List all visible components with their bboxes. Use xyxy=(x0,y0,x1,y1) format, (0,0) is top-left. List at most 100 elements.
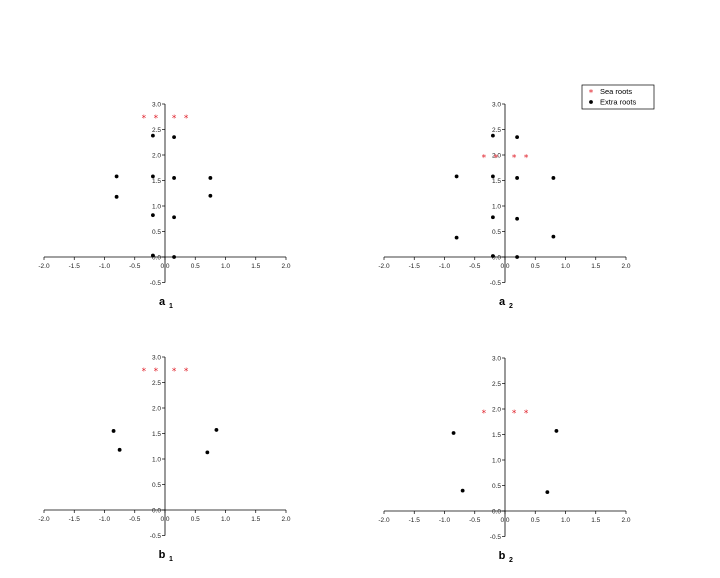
panel-label: b xyxy=(499,550,506,562)
y-tick-label: 2.5 xyxy=(492,381,501,388)
y-tick-label: 0.0 xyxy=(152,507,161,514)
y-tick-label: -0.5 xyxy=(490,534,502,541)
extra-root-point xyxy=(151,174,155,179)
x-tick-label: 0.0 xyxy=(160,263,169,270)
x-tick-label: 1.5 xyxy=(251,263,260,270)
x-tick-label: -1.0 xyxy=(99,263,111,270)
y-tick-label: 1.0 xyxy=(152,456,161,463)
scatter-panel-b1: -2.0 -1.5 -1.0 -0.5 0.0 0.5 1.0 1.5 2.0 -0.5 0.0 0.… xyxy=(38,354,290,563)
panel-label-subscript: 1 xyxy=(169,556,173,563)
extra-root-point xyxy=(491,133,495,138)
extra-root-point xyxy=(491,174,495,179)
y-tick-label: 0.5 xyxy=(492,483,501,490)
sea-root-point: * xyxy=(142,367,147,377)
x-tick-label: -2.0 xyxy=(38,516,50,523)
sea-root-point: * xyxy=(512,154,517,164)
scatter-panel-a1: -2.0 -1.5 -1.0 -0.5 0.0 0.5 1.0 1.5 2.0 -0.5 0.0 0.… xyxy=(38,101,290,310)
extra-root-point xyxy=(545,490,550,495)
sea-root-point: * xyxy=(154,367,159,377)
x-tick-label: 2.0 xyxy=(281,516,290,523)
x-tick-label: 1.5 xyxy=(591,517,600,524)
y-tick-label: -0.5 xyxy=(490,280,502,287)
panel-label-subscript: 1 xyxy=(169,303,173,310)
x-tick-label: 1.5 xyxy=(251,516,260,523)
y-tick-label: 0.5 xyxy=(152,229,161,236)
panel-label: b xyxy=(159,549,166,561)
panel-label: a xyxy=(159,296,166,308)
extra-root-point xyxy=(214,428,219,432)
y-tick-label: 2.0 xyxy=(492,406,501,413)
x-tick-label: -0.5 xyxy=(469,517,481,524)
extra-root-point xyxy=(491,215,495,220)
extra-root-point xyxy=(515,135,519,140)
x-tick-label: -1.0 xyxy=(439,517,451,524)
extra-root-point xyxy=(551,176,556,180)
x-tick-label: 0.5 xyxy=(531,263,540,270)
y-tick-label: 1.5 xyxy=(152,178,161,185)
extra-root-point xyxy=(515,255,519,259)
extra-root-point xyxy=(454,235,459,240)
extra-root-point xyxy=(114,174,119,179)
x-tick-label: -1.0 xyxy=(439,263,451,270)
extra-root-point xyxy=(208,176,213,180)
extra-root-point xyxy=(117,447,122,452)
y-tick-label: 3.0 xyxy=(492,101,501,108)
sea-root-point: * xyxy=(524,409,529,419)
sea-root-point: * xyxy=(184,367,189,377)
x-tick-label: -0.5 xyxy=(469,263,481,270)
legend-marker-extra xyxy=(589,100,593,104)
extra-root-point xyxy=(551,234,556,239)
x-tick-label: -0.5 xyxy=(129,516,141,523)
sea-root-point: * xyxy=(494,154,499,164)
legend-label-extra: Extra roots xyxy=(600,98,637,107)
x-tick-label: 0.0 xyxy=(500,517,509,524)
x-tick-label: 1.0 xyxy=(561,263,570,270)
y-tick-label: 2.5 xyxy=(152,380,161,387)
x-tick-label: -1.5 xyxy=(69,263,81,270)
extra-root-point xyxy=(151,133,155,138)
extra-root-point xyxy=(111,429,116,433)
legend: * Sea roots Extra roots xyxy=(581,84,655,110)
y-tick-label: 3.0 xyxy=(152,101,161,108)
extra-root-point xyxy=(454,174,459,179)
x-tick-label: -1.0 xyxy=(99,516,111,523)
extra-root-point xyxy=(460,488,465,493)
scatter-panel-b2: -2.0 -1.5 -1.0 -0.5 0.0 0.5 1.0 1.5 2.0 -0.5 0.0 0.… xyxy=(378,355,630,564)
y-tick-label: 2.5 xyxy=(492,127,501,134)
sea-root-point: * xyxy=(482,154,487,164)
y-tick-label: 2.0 xyxy=(492,152,501,159)
x-tick-label: 0.5 xyxy=(531,517,540,524)
y-tick-label: 1.5 xyxy=(492,178,501,185)
y-tick-label: 0.0 xyxy=(152,254,161,261)
panel-label-subscript: 2 xyxy=(509,557,513,564)
sea-root-point: * xyxy=(512,409,517,419)
x-tick-label: -2.0 xyxy=(38,263,50,270)
x-tick-label: 1.0 xyxy=(221,516,230,523)
y-tick-label: 1.5 xyxy=(492,432,501,439)
x-tick-label: 1.5 xyxy=(591,263,600,270)
panel-label-subscript: 2 xyxy=(509,303,513,310)
extra-root-point xyxy=(114,194,119,199)
y-tick-label: -0.5 xyxy=(150,280,162,287)
y-tick-label: 1.0 xyxy=(492,203,501,210)
extra-root-point xyxy=(172,255,176,259)
extra-root-point xyxy=(205,450,210,455)
x-tick-label: 0.0 xyxy=(160,516,169,523)
x-tick-label: -2.0 xyxy=(378,263,390,270)
extra-root-point xyxy=(151,213,155,218)
sea-root-point: * xyxy=(482,409,487,419)
y-tick-label: 2.5 xyxy=(152,127,161,134)
extra-root-point xyxy=(451,431,456,435)
panel-label: a xyxy=(499,296,506,308)
extra-root-point xyxy=(515,216,519,221)
extra-root-point xyxy=(208,193,213,198)
y-tick-label: 1.0 xyxy=(492,457,501,464)
extra-root-point xyxy=(172,135,176,140)
x-tick-label: 1.0 xyxy=(561,517,570,524)
extra-root-point xyxy=(151,253,155,258)
y-tick-label: 2.0 xyxy=(152,405,161,412)
sea-root-point: * xyxy=(172,367,177,377)
x-tick-label: -1.5 xyxy=(69,516,81,523)
y-tick-label: 1.5 xyxy=(152,431,161,438)
y-tick-label: 3.0 xyxy=(492,355,501,362)
